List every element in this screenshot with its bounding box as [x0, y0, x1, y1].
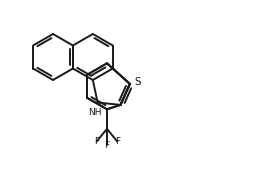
Text: S: S	[135, 77, 141, 87]
Text: F: F	[104, 141, 109, 150]
Text: F: F	[115, 137, 120, 146]
Text: NH: NH	[89, 108, 102, 117]
Text: F: F	[94, 137, 99, 146]
